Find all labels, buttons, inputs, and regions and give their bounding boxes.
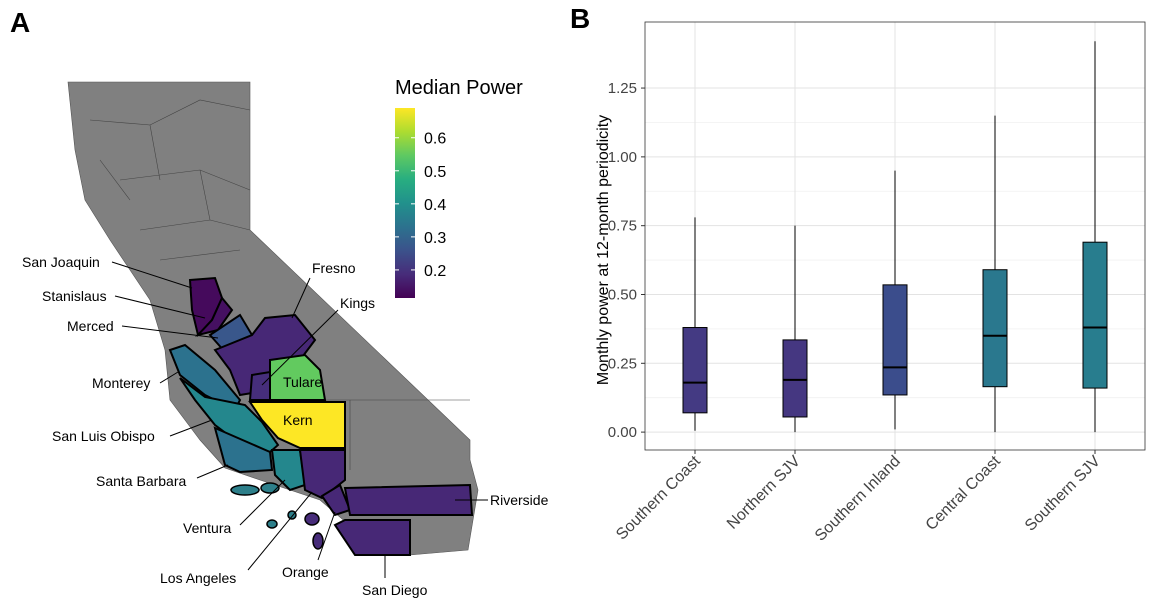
box xyxy=(1082,241,1108,389)
county xyxy=(269,353,327,401)
county-label: Los Angeles xyxy=(160,570,236,586)
county-label: Orange xyxy=(282,564,329,580)
county-label: Ventura xyxy=(183,520,231,536)
leader-line xyxy=(291,277,311,319)
leader-line xyxy=(261,309,339,386)
legend-title: Median Power xyxy=(395,77,523,99)
county-label: San Diego xyxy=(362,582,428,598)
colorbar-tick-label: 0.3 xyxy=(424,230,446,247)
panel-label: A xyxy=(10,7,30,38)
county-label: Merced xyxy=(67,318,114,334)
x-tick-label: Central Coast xyxy=(923,452,1005,534)
county-label: Riverside xyxy=(490,492,549,508)
county-label: Monterey xyxy=(92,375,150,391)
y-tick-label: 0.00 xyxy=(608,424,637,441)
colorbar-tick-label: 0.5 xyxy=(424,164,446,181)
box xyxy=(682,327,708,414)
county-borders xyxy=(89,99,470,470)
x-tick-label: Northern SJV xyxy=(724,453,804,533)
box xyxy=(782,339,808,418)
panel-label: B xyxy=(570,3,590,34)
county xyxy=(248,401,346,449)
county-label: Tulare xyxy=(283,374,322,390)
colorbar xyxy=(395,108,415,298)
county xyxy=(179,377,280,454)
x-tick-label: Southern SJV xyxy=(1022,453,1104,535)
leader-line xyxy=(317,511,336,561)
county xyxy=(248,370,271,401)
county xyxy=(213,426,274,474)
colorbar-tick-label: 0.4 xyxy=(424,197,446,214)
y-tick-label: 0.75 xyxy=(608,218,637,235)
colorbar-tick-label: 0.2 xyxy=(424,263,446,280)
leader-line xyxy=(247,491,313,571)
county xyxy=(270,449,307,492)
leader-line xyxy=(121,325,219,339)
box xyxy=(882,284,908,396)
leader-line xyxy=(159,371,179,384)
leader-line xyxy=(114,295,206,319)
y-tick-label: 0.50 xyxy=(608,286,637,303)
y-axis-title: Monthly power at 12-month periodicity xyxy=(595,115,612,385)
x-tick-label: Southern Coast xyxy=(613,452,704,543)
y-tick-label: 0.25 xyxy=(608,355,637,372)
leader-line xyxy=(111,261,193,289)
y-tick-label: 1.25 xyxy=(608,80,637,97)
county-label: San Joaquin xyxy=(22,254,100,270)
county-label: Kern xyxy=(283,412,313,428)
islands xyxy=(230,482,324,550)
county xyxy=(333,519,411,556)
county-label: Kings xyxy=(340,295,375,311)
plot-border xyxy=(644,21,1146,451)
county-label: San Luis Obispo xyxy=(52,428,155,444)
county-label: Fresno xyxy=(312,260,356,276)
x-tick-label: Southern Inland xyxy=(812,453,904,545)
county-label: Stanislaus xyxy=(42,288,107,304)
box xyxy=(982,269,1008,388)
leader-line xyxy=(169,419,213,437)
leader-line xyxy=(196,464,229,479)
y-tick-label: 1.00 xyxy=(608,149,637,166)
leader-line xyxy=(239,479,286,526)
county-label: Santa Barbara xyxy=(96,473,186,489)
county xyxy=(343,483,474,516)
colorbar-tick-label: 0.6 xyxy=(424,131,446,148)
